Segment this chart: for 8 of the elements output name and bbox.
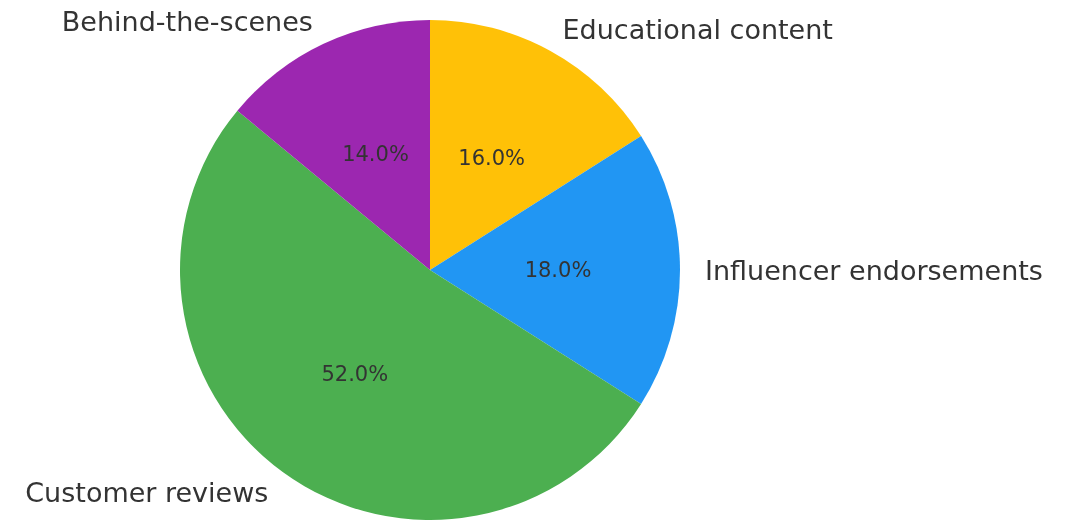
data-label: 16.0%	[458, 145, 526, 170]
data-label: 18.0%	[524, 258, 592, 282]
slice-label: Influencer endorsements	[705, 254, 1043, 286]
slice-label: Behind-the-scenes	[61, 5, 313, 37]
data-label: 52.0%	[321, 361, 389, 386]
slice-label: Customer reviews	[25, 476, 269, 508]
data-label: 14.0%	[342, 142, 409, 167]
slice-label: Educational content	[562, 13, 833, 45]
